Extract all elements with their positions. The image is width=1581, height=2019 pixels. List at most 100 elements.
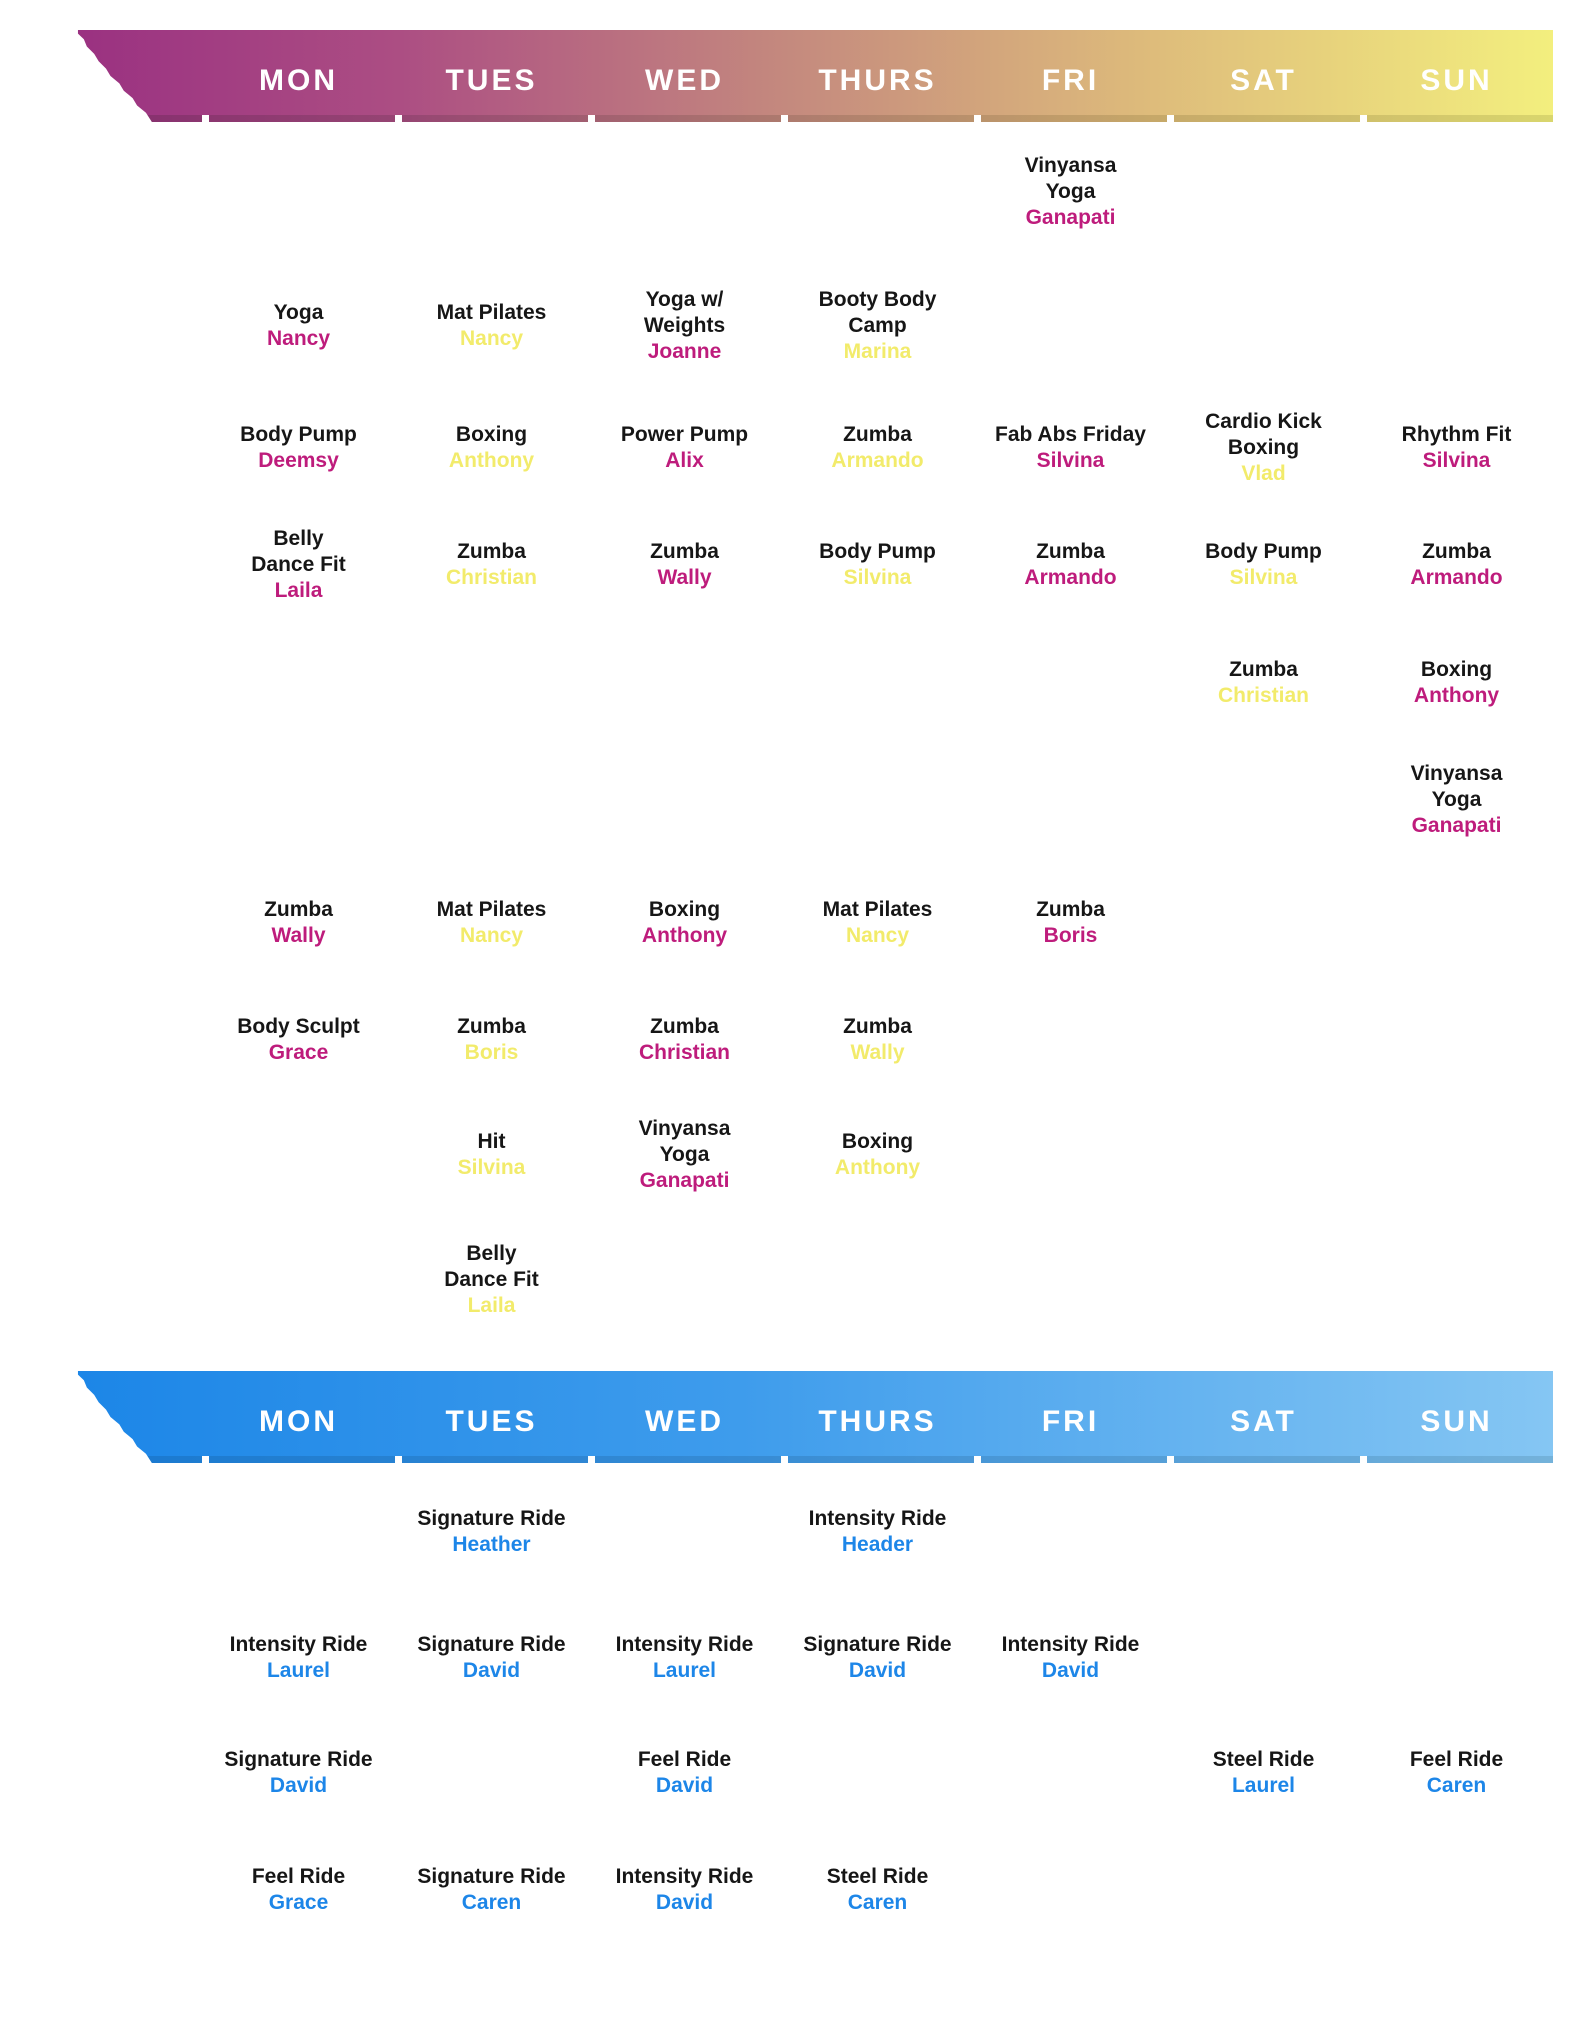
instructor-name: Laila: [467, 1294, 516, 1317]
instructor-name: David: [269, 1773, 328, 1797]
class-cell: Zumba Wally: [202, 860, 395, 985]
class-cell: Zumba Boris: [395, 985, 588, 1095]
class-cell: Zumba Armando: [1360, 505, 1553, 625]
instructor-name: Christian: [445, 566, 537, 589]
instructor-name: Silvina: [1036, 448, 1105, 472]
banner-strip: [77, 1456, 1553, 1463]
class-title: Boxing: [1420, 657, 1493, 681]
empty-cell: [974, 1463, 1167, 1600]
empty-cell: [974, 625, 1167, 740]
class-cell: Vinyansa Yoga Ganapati: [588, 1095, 781, 1215]
class-cell: Body Pump Deemsy: [202, 390, 395, 505]
class-title: Signature Ride: [224, 1747, 373, 1771]
schedule-row: Belly Dance Fit Laila Zumba Christian Zumba W…: [202, 505, 1553, 625]
empty-cell: [588, 122, 781, 262]
instructor-name: David: [655, 1891, 714, 1914]
class-cell: Zumba Wally: [588, 505, 781, 625]
day-header-fri: FRI: [1041, 63, 1100, 97]
class-cell: Zumba Armando: [781, 390, 974, 505]
class-cell: Yoga w/ Weights Joanne: [588, 262, 781, 390]
empty-cell: [202, 740, 395, 860]
instructor-name: Anthony: [1413, 683, 1500, 707]
empty-cell: [1360, 1095, 1553, 1215]
class-title: Body Pump: [819, 540, 936, 563]
class-cell: Zumba Wally: [781, 985, 974, 1095]
day-header-thurs: THURS: [818, 63, 937, 97]
class-cell: Boxing Anthony: [1360, 625, 1553, 740]
day-header-tues: TUES: [445, 63, 538, 97]
empty-cell: [781, 1215, 974, 1345]
empty-cell: [1167, 860, 1360, 985]
cycling-banner: MON TUES WED THURS FRI SAT SUN: [77, 1371, 1553, 1463]
instructor-name: Grace: [268, 1041, 329, 1064]
day-header-sat: SAT: [1230, 63, 1297, 97]
schedule-row: Zumba Christian Boxing Anthony: [202, 625, 1553, 740]
class-title: Zumba: [264, 897, 333, 921]
class-cell: Signature Ride David: [781, 1600, 974, 1715]
empty-cell: [1167, 985, 1360, 1095]
schedule-row: Intensity Ride Laurel Signature Ride David I…: [202, 1600, 1553, 1715]
group-fitness-banner: MON TUES WED THURS FRI SAT SUN: [77, 30, 1553, 122]
cycling-banner-bar: MON TUES WED THURS FRI SAT SUN: [77, 1371, 1553, 1456]
empty-cell: [1167, 1095, 1360, 1215]
instructor-name: Christian: [1217, 683, 1309, 707]
day-header-mon: MON: [259, 1404, 338, 1438]
class-title: Signature Ride: [417, 1632, 566, 1656]
schedule-row: Belly Dance Fit Laila: [202, 1215, 1553, 1345]
class-title: Vinyansa Yoga: [1410, 762, 1503, 811]
instructor-name: Heather: [452, 1532, 531, 1556]
empty-cell: [202, 1463, 395, 1600]
empty-cell: [974, 1215, 1167, 1345]
day-header-sun: SUN: [1420, 1404, 1493, 1438]
empty-cell: [974, 1830, 1167, 1950]
empty-cell: [1360, 122, 1553, 262]
day-header-fri: FRI: [1041, 1404, 1100, 1438]
empty-cell: [588, 1463, 781, 1600]
empty-cell: [781, 1715, 974, 1830]
instructor-name: Armando: [1024, 566, 1117, 589]
class-cell: Yoga Nancy: [202, 262, 395, 390]
class-title: Vinyansa Yoga: [1024, 154, 1117, 203]
class-title: Zumba: [843, 1015, 912, 1038]
class-cell: Intensity Ride David: [974, 1600, 1167, 1715]
class-title: Zumba: [843, 422, 912, 446]
class-cell: Boxing Anthony: [781, 1095, 974, 1215]
empty-cell: [1167, 1600, 1360, 1715]
instructor-name: Ganapati: [1411, 814, 1502, 837]
instructor-name: Caren: [847, 1891, 908, 1914]
empty-cell: [395, 1715, 588, 1830]
instructor-name: Laurel: [652, 1658, 717, 1682]
instructor-name: Grace: [268, 1891, 329, 1914]
class-title: Boxing: [455, 422, 528, 446]
empty-cell: [202, 1095, 395, 1215]
class-title: Belly Dance Fit: [444, 1242, 539, 1291]
class-cell: Boxing Anthony: [588, 860, 781, 985]
group-fitness-schedule: Vinyansa Yoga Ganapati Yoga Nancy Mat Pilate…: [202, 122, 1553, 1345]
empty-cell: [974, 1095, 1167, 1215]
class-cell: Zumba Christian: [588, 985, 781, 1095]
instructor-name: Christian: [638, 1041, 730, 1064]
class-cell: Intensity Ride David: [588, 1830, 781, 1950]
class-cell: Mat Pilates Nancy: [395, 262, 588, 390]
class-title: Yoga: [273, 301, 324, 324]
class-cell: Steel Ride Caren: [781, 1830, 974, 1950]
class-title: Body Pump: [240, 422, 357, 446]
schedule-row: Vinyansa Yoga Ganapati: [202, 122, 1553, 262]
instructor-name: Caren: [1426, 1773, 1487, 1797]
empty-cell: [781, 740, 974, 860]
class-title: Zumba: [1036, 540, 1105, 563]
class-cell: Hit Silvina: [395, 1095, 588, 1215]
empty-cell: [1360, 1830, 1553, 1950]
empty-cell: [395, 122, 588, 262]
class-title: Belly Dance Fit: [251, 527, 346, 576]
instructor-name: Silvina: [457, 1156, 526, 1179]
empty-cell: [974, 740, 1167, 860]
instructor-name: Boris: [1043, 923, 1098, 947]
class-cell: Body Pump Silvina: [1167, 505, 1360, 625]
class-cell: Body Pump Silvina: [781, 505, 974, 625]
instructor-name: Laurel: [1231, 1773, 1296, 1797]
class-title: Cardio Kick Boxing: [1205, 409, 1322, 459]
instructor-name: Anthony: [448, 448, 535, 472]
class-title: Boxing: [648, 897, 721, 921]
empty-cell: [1167, 262, 1360, 390]
